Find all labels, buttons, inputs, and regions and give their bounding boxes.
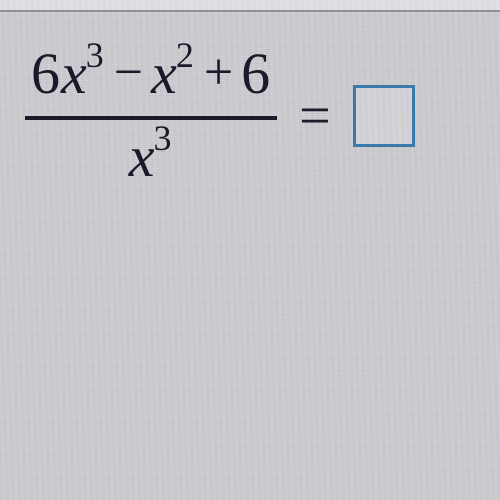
exponent-1: 3 [86, 34, 104, 76]
variable-2: x [151, 45, 178, 103]
variable-1: x [61, 45, 88, 103]
coefficient-1: 6 [31, 45, 61, 103]
equation-container: 6 x 3 − x 2 + 6 x 3 = [25, 45, 415, 186]
exponent-2: 2 [176, 34, 194, 76]
denominator: x 3 [129, 122, 174, 186]
denominator-exponent: 3 [153, 117, 171, 159]
operator-plus: + [204, 43, 233, 102]
fraction-bar [25, 116, 277, 120]
constant: 6 [241, 45, 271, 103]
denominator-variable: x [129, 128, 156, 186]
window-top-border [0, 0, 500, 12]
answer-input[interactable] [353, 85, 415, 147]
operator-minus: − [114, 43, 143, 102]
equals-sign: = [299, 84, 331, 148]
fraction: 6 x 3 − x 2 + 6 x 3 [25, 45, 277, 186]
numerator: 6 x 3 − x 2 + 6 [25, 45, 277, 114]
